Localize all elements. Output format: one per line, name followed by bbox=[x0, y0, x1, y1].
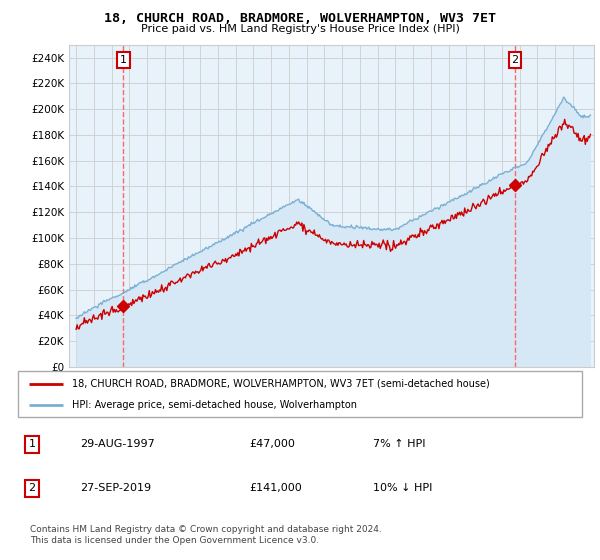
Text: Contains HM Land Registry data © Crown copyright and database right 2024.
This d: Contains HM Land Registry data © Crown c… bbox=[30, 525, 382, 545]
Text: 10% ↓ HPI: 10% ↓ HPI bbox=[373, 483, 433, 493]
Text: 7% ↑ HPI: 7% ↑ HPI bbox=[373, 440, 426, 449]
FancyBboxPatch shape bbox=[18, 371, 582, 417]
Text: 2: 2 bbox=[512, 55, 518, 66]
Text: 2: 2 bbox=[29, 483, 35, 493]
Text: £141,000: £141,000 bbox=[249, 483, 302, 493]
Text: 1: 1 bbox=[29, 440, 35, 449]
Text: 29-AUG-1997: 29-AUG-1997 bbox=[80, 440, 155, 449]
Text: HPI: Average price, semi-detached house, Wolverhampton: HPI: Average price, semi-detached house,… bbox=[71, 400, 356, 410]
Text: 18, CHURCH ROAD, BRADMORE, WOLVERHAMPTON, WV3 7ET (semi-detached house): 18, CHURCH ROAD, BRADMORE, WOLVERHAMPTON… bbox=[71, 379, 490, 389]
Text: 18, CHURCH ROAD, BRADMORE, WOLVERHAMPTON, WV3 7ET: 18, CHURCH ROAD, BRADMORE, WOLVERHAMPTON… bbox=[104, 12, 496, 25]
Text: Price paid vs. HM Land Registry's House Price Index (HPI): Price paid vs. HM Land Registry's House … bbox=[140, 24, 460, 34]
Text: 1: 1 bbox=[120, 55, 127, 66]
Text: £47,000: £47,000 bbox=[249, 440, 295, 449]
Text: 27-SEP-2019: 27-SEP-2019 bbox=[80, 483, 151, 493]
